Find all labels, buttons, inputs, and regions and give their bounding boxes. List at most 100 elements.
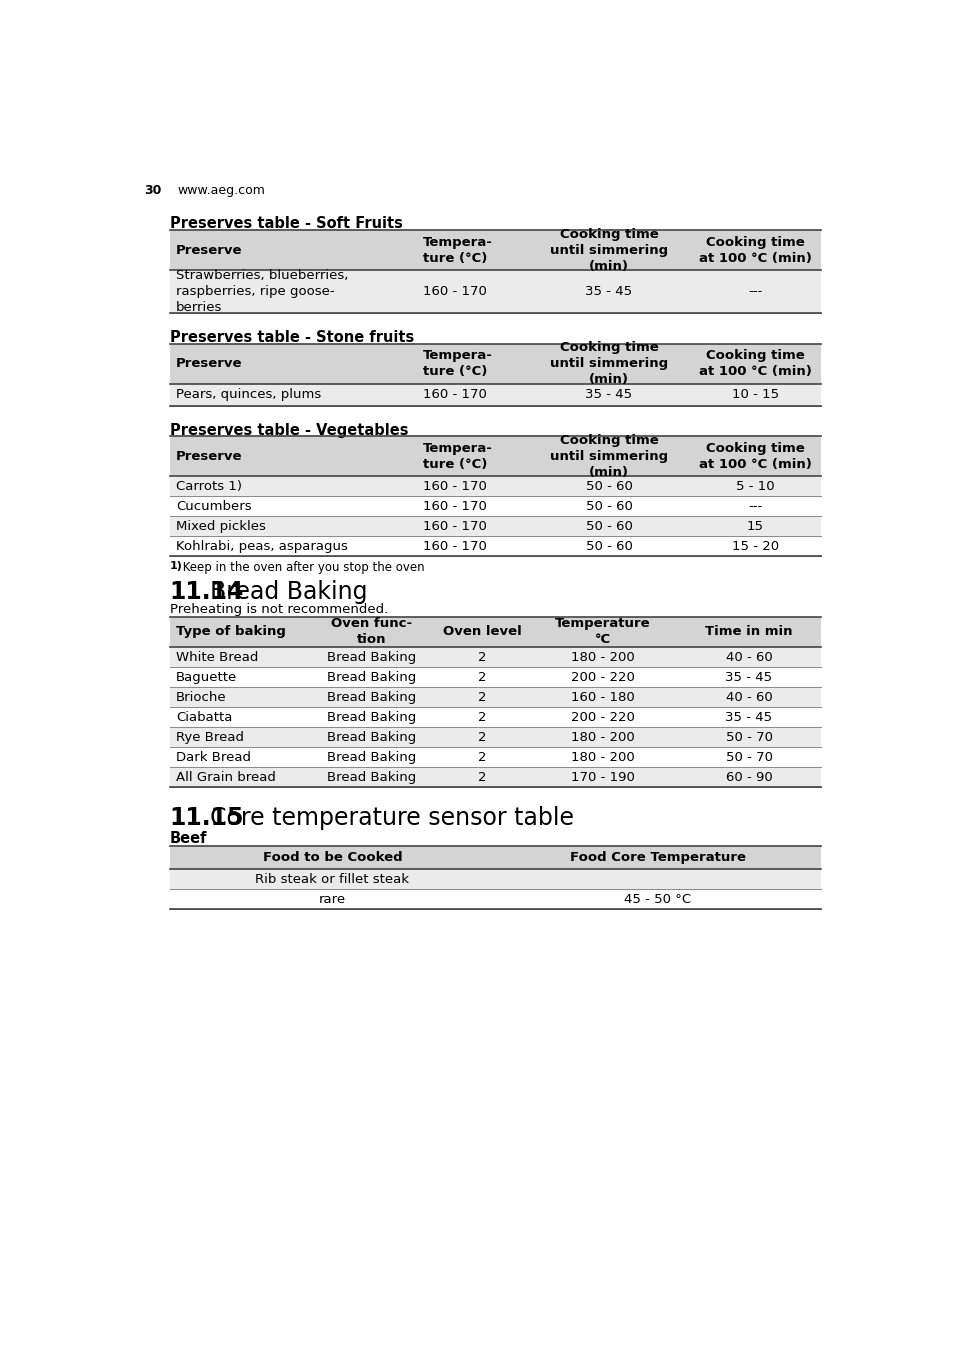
Text: 2: 2: [477, 650, 486, 664]
Bar: [170, 707, 820, 727]
Text: 160 - 170: 160 - 170: [423, 480, 487, 493]
Text: Carrots 1): Carrots 1): [175, 480, 241, 493]
Text: Cooking time
at 100 °C (min): Cooking time at 100 °C (min): [699, 235, 811, 265]
Text: Bread Baking: Bread Baking: [327, 711, 416, 723]
Text: Cooking time
until simmering
(min): Cooking time until simmering (min): [550, 434, 667, 479]
Text: ---: ---: [747, 500, 761, 512]
Bar: [170, 869, 820, 890]
Text: Oven level: Oven level: [442, 626, 521, 638]
Bar: [170, 384, 820, 406]
Text: 60 - 90: 60 - 90: [725, 771, 772, 784]
Text: All Grain bread: All Grain bread: [175, 771, 275, 784]
Text: 160 - 180: 160 - 180: [570, 691, 634, 704]
Text: 180 - 200: 180 - 200: [570, 731, 634, 744]
Bar: [170, 648, 820, 668]
Text: Preheating is not recommended.: Preheating is not recommended.: [170, 603, 388, 615]
Text: Ciabatta: Ciabatta: [175, 711, 232, 723]
Bar: [170, 516, 820, 537]
Text: Pears, quinces, plums: Pears, quinces, plums: [175, 388, 321, 402]
Text: 2: 2: [477, 750, 486, 764]
Text: 45 - 50 °C: 45 - 50 °C: [623, 892, 691, 906]
Text: 10 - 15: 10 - 15: [731, 388, 779, 402]
Text: Beef: Beef: [170, 830, 207, 845]
Text: Bread Baking: Bread Baking: [327, 771, 416, 784]
Text: Rib steak or fillet steak: Rib steak or fillet steak: [255, 872, 409, 886]
Text: 200 - 220: 200 - 220: [570, 671, 634, 684]
Bar: [170, 890, 820, 909]
Text: 50 - 60: 50 - 60: [585, 500, 632, 512]
Text: 180 - 200: 180 - 200: [570, 750, 634, 764]
Text: 11.14: 11.14: [170, 580, 244, 603]
Bar: [170, 270, 820, 314]
Text: www.aeg.com: www.aeg.com: [177, 184, 265, 197]
Bar: [170, 476, 820, 496]
Text: Food Core Temperature: Food Core Temperature: [569, 850, 745, 864]
Text: Food to be Cooked: Food to be Cooked: [262, 850, 402, 864]
Text: 40 - 60: 40 - 60: [725, 650, 772, 664]
Text: Cooking time
at 100 °C (min): Cooking time at 100 °C (min): [699, 349, 811, 379]
Text: Bread Baking: Bread Baking: [210, 580, 367, 603]
Text: Preserves table - Soft Fruits: Preserves table - Soft Fruits: [170, 216, 402, 231]
Text: Bread Baking: Bread Baking: [327, 650, 416, 664]
Text: Tempera-
ture (°C): Tempera- ture (°C): [423, 442, 493, 470]
Bar: [170, 617, 820, 648]
Text: 15 - 20: 15 - 20: [731, 539, 779, 553]
Text: Tempera-
ture (°C): Tempera- ture (°C): [423, 235, 493, 265]
Text: Bread Baking: Bread Baking: [327, 691, 416, 704]
Text: ---: ---: [747, 285, 761, 297]
Text: 11.15: 11.15: [170, 806, 244, 830]
Text: 2: 2: [477, 771, 486, 784]
Text: 50 - 60: 50 - 60: [585, 480, 632, 493]
Text: Preserves table - Stone fruits: Preserves table - Stone fruits: [170, 330, 414, 345]
Text: Temperature
°C: Temperature °C: [554, 618, 650, 646]
Text: Mixed pickles: Mixed pickles: [175, 521, 266, 533]
Text: Preserve: Preserve: [175, 357, 242, 370]
Text: 30: 30: [144, 184, 161, 197]
Text: 160 - 170: 160 - 170: [423, 539, 487, 553]
Text: 35 - 45: 35 - 45: [585, 285, 632, 297]
Text: 50 - 70: 50 - 70: [724, 750, 772, 764]
Text: rare: rare: [318, 892, 346, 906]
Text: 2: 2: [477, 731, 486, 744]
Text: Cooking time
at 100 °C (min): Cooking time at 100 °C (min): [699, 442, 811, 470]
Text: White Bread: White Bread: [175, 650, 258, 664]
Text: Bread Baking: Bread Baking: [327, 731, 416, 744]
Text: 50 - 70: 50 - 70: [724, 731, 772, 744]
Text: Cooking time
until simmering
(min): Cooking time until simmering (min): [550, 342, 667, 387]
Text: Bread Baking: Bread Baking: [327, 671, 416, 684]
Text: Dark Bread: Dark Bread: [175, 750, 251, 764]
Text: 160 - 170: 160 - 170: [423, 388, 487, 402]
Text: Keep in the oven after you stop the oven: Keep in the oven after you stop the oven: [179, 561, 424, 575]
Bar: [170, 496, 820, 516]
Text: Time in min: Time in min: [704, 626, 792, 638]
Text: 40 - 60: 40 - 60: [725, 691, 772, 704]
Text: 15: 15: [746, 521, 763, 533]
Text: Preserve: Preserve: [175, 450, 242, 462]
Text: Baguette: Baguette: [175, 671, 237, 684]
Bar: [170, 437, 820, 476]
Text: Bread Baking: Bread Baking: [327, 750, 416, 764]
Bar: [170, 230, 820, 270]
Text: 35 - 45: 35 - 45: [724, 711, 772, 723]
Text: Tempera-
ture (°C): Tempera- ture (°C): [423, 349, 493, 379]
Bar: [170, 748, 820, 768]
Text: 170 - 190: 170 - 190: [570, 771, 634, 784]
Text: Core temperature sensor table: Core temperature sensor table: [210, 806, 574, 830]
Text: Rye Bread: Rye Bread: [175, 731, 244, 744]
Text: 5 - 10: 5 - 10: [736, 480, 774, 493]
Bar: [170, 846, 820, 869]
Text: Preserve: Preserve: [175, 243, 242, 257]
Text: Oven func-
tion: Oven func- tion: [331, 618, 412, 646]
Text: 200 - 220: 200 - 220: [570, 711, 634, 723]
Text: Preserves table - Vegetables: Preserves table - Vegetables: [170, 422, 408, 438]
Text: Kohlrabi, peas, asparagus: Kohlrabi, peas, asparagus: [175, 539, 347, 553]
Text: 160 - 170: 160 - 170: [423, 521, 487, 533]
Text: 180 - 200: 180 - 200: [570, 650, 634, 664]
Text: Cooking time
until simmering
(min): Cooking time until simmering (min): [550, 227, 667, 273]
Text: 35 - 45: 35 - 45: [724, 671, 772, 684]
Text: 35 - 45: 35 - 45: [585, 388, 632, 402]
Text: Brioche: Brioche: [175, 691, 226, 704]
Text: Strawberries, blueberries,
raspberries, ripe goose-
berries: Strawberries, blueberries, raspberries, …: [175, 269, 348, 314]
Text: Type of baking: Type of baking: [175, 626, 285, 638]
Bar: [170, 343, 820, 384]
